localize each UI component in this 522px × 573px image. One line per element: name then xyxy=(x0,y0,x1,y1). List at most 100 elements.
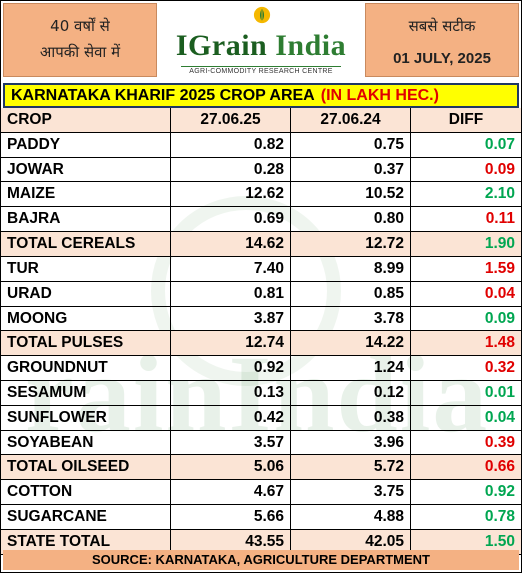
source-footer: SOURCE: KARNATAKA, AGRICULTURE DEPARTMEN… xyxy=(3,550,519,570)
crop-name: PADDY xyxy=(1,132,171,157)
area-2024: 10.52 xyxy=(291,182,411,207)
crop-name: TOTAL PULSES xyxy=(1,331,171,356)
area-diff: 1.59 xyxy=(484,259,515,277)
report-title-bar: KARNATAKA KHARIF 2025 CROP AREA (IN LAKH … xyxy=(3,83,519,108)
area-2025: 3.57 xyxy=(171,430,291,455)
area-diff: 1.48 xyxy=(484,334,515,352)
area-diff: 0.04 xyxy=(484,284,515,302)
accuracy-tagline: सबसे सटीक xyxy=(408,17,476,35)
area-2024: 4.88 xyxy=(291,505,411,529)
area-diff: 0.11 xyxy=(485,210,515,228)
area-2025: 5.06 xyxy=(171,455,291,480)
area-diff: 0.92 xyxy=(484,483,515,501)
area-diff: 0.78 xyxy=(484,508,515,526)
crop-name: TUR xyxy=(1,256,171,281)
logo-title-rest: India xyxy=(267,29,347,62)
area-2024: 5.72 xyxy=(291,455,411,480)
crop-name: JOWAR xyxy=(1,157,171,182)
area-diff: 0.04 xyxy=(484,408,515,426)
table-row: TUR 7.40 8.99 1.59 xyxy=(1,256,521,282)
area-2025: 43.55 xyxy=(171,529,291,554)
report-title: KARNATAKA KHARIF 2025 CROP AREA xyxy=(11,87,315,104)
table-row: MOONG 3.87 3.78 0.09 xyxy=(1,306,521,332)
crop-name: BAJRA xyxy=(1,207,171,232)
table-row: SUGARCANE 5.66 4.88 0.78 xyxy=(1,505,521,530)
area-2024: 0.12 xyxy=(291,381,411,405)
area-2025: 12.74 xyxy=(171,331,291,356)
table-row: SUNFLOWER 0.42 0.38 0.04 xyxy=(1,405,521,431)
area-diff: 0.07 xyxy=(484,135,515,153)
crop-name: TOTAL CEREALS xyxy=(1,232,171,256)
report-date: 01 JULY, 2025 xyxy=(393,50,491,67)
area-2024: 0.37 xyxy=(291,157,411,182)
area-2024: 0.85 xyxy=(291,281,411,306)
area-2024: 3.78 xyxy=(291,306,411,331)
area-2025: 0.13 xyxy=(171,381,291,405)
table-row: SOYABEAN 3.57 3.96 0.39 xyxy=(1,430,521,456)
area-diff: 0.01 xyxy=(484,384,515,402)
area-diff: 0.32 xyxy=(484,359,515,377)
area-2024: 0.38 xyxy=(291,405,411,430)
area-2025: 7.40 xyxy=(171,256,291,281)
crop-name: GROUNDNUT xyxy=(1,356,171,380)
area-2025: 0.42 xyxy=(171,405,291,430)
table-row: PADDY 0.82 0.75 0.07 xyxy=(1,132,521,158)
header-crop: CROP xyxy=(1,108,171,132)
area-2024: 12.72 xyxy=(291,232,411,256)
header-current-date: 27.06.25 xyxy=(171,108,291,132)
date-box: सबसे सटीक 01 JULY, 2025 xyxy=(365,3,519,77)
tagline-line-2: आपकी सेवा में xyxy=(39,43,121,61)
crop-name: SESAMUM xyxy=(1,381,171,405)
table-row: URAD 0.81 0.85 0.04 xyxy=(1,281,521,307)
crop-name: MAIZE xyxy=(1,182,171,207)
logo-subtitle: AGRI-COMMODITY RESEARCH CENTRE xyxy=(181,66,341,75)
area-2024: 42.05 xyxy=(291,529,411,554)
crop-name: SOYABEAN xyxy=(1,430,171,455)
area-2025: 5.66 xyxy=(171,505,291,529)
crop-name: TOTAL OILSEED xyxy=(1,455,171,480)
table-row: JOWAR 0.28 0.37 0.09 xyxy=(1,157,521,183)
table-row: GROUNDNUT 0.92 1.24 0.32 xyxy=(1,356,521,381)
area-2025: 14.62 xyxy=(171,232,291,256)
header: 40 वर्षों से आपकी सेवा में IGrain India … xyxy=(1,1,521,83)
area-2024: 3.96 xyxy=(291,430,411,455)
area-2025: 0.69 xyxy=(171,207,291,232)
table-row: SESAMUM 0.13 0.12 0.01 xyxy=(1,381,521,406)
crop-name: COTTON xyxy=(1,480,171,505)
area-2024: 0.80 xyxy=(291,207,411,232)
area-2025: 12.62 xyxy=(171,182,291,207)
wheat-grain-icon xyxy=(253,6,271,24)
table-row: BAJRA 0.69 0.80 0.11 xyxy=(1,207,521,233)
tagline-box: 40 वर्षों से आपकी सेवा में xyxy=(3,3,157,77)
area-2024: 1.24 xyxy=(291,356,411,380)
area-diff: 0.09 xyxy=(484,309,515,327)
crop-name: SUGARCANE xyxy=(1,505,171,529)
area-2025: 0.92 xyxy=(171,356,291,380)
area-2024: 14.22 xyxy=(291,331,411,356)
area-diff: 1.90 xyxy=(484,235,515,253)
crop-name: URAD xyxy=(1,281,171,306)
table-total-row: TOTAL PULSES 12.74 14.22 1.48 xyxy=(1,331,521,357)
area-2025: 0.81 xyxy=(171,281,291,306)
table-total-row: TOTAL CEREALS 14.62 12.72 1.90 xyxy=(1,232,521,257)
table-row: COTTON 4.67 3.75 0.92 xyxy=(1,480,521,506)
area-diff: 2.10 xyxy=(484,185,515,203)
table-row: MAIZE 12.62 10.52 2.10 xyxy=(1,182,521,208)
crop-name: SUNFLOWER xyxy=(1,405,171,430)
table-header-row: CROP 27.06.25 27.06.24 DIFF xyxy=(1,108,521,133)
area-diff: 1.50 xyxy=(484,532,515,550)
area-2024: 3.75 xyxy=(291,480,411,505)
header-previous-date: 27.06.24 xyxy=(291,108,411,132)
area-2024: 0.75 xyxy=(291,132,411,157)
tagline-line-1: 40 वर्षों से xyxy=(50,17,110,35)
report-unit: (IN LAKH HEC.) xyxy=(320,87,439,104)
area-diff: 0.66 xyxy=(484,458,515,476)
area-2025: 3.87 xyxy=(171,306,291,331)
logo-title: IGrain India xyxy=(161,29,361,63)
brand-logo: IGrain India AGRI-COMMODITY RESEARCH CEN… xyxy=(161,3,361,77)
area-2024: 8.99 xyxy=(291,256,411,281)
table-total-row: TOTAL OILSEED 5.06 5.72 0.66 xyxy=(1,455,521,481)
crop-name: STATE TOTAL xyxy=(1,529,171,554)
area-2025: 4.67 xyxy=(171,480,291,505)
